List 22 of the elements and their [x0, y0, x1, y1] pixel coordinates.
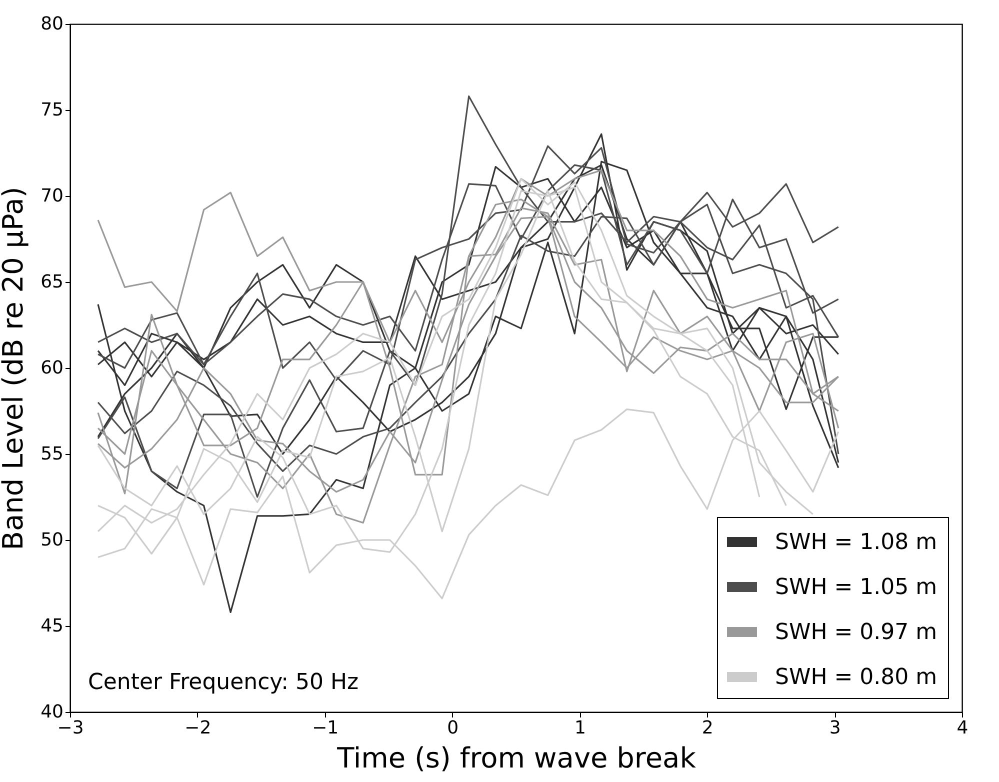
- x-tick-label: −2: [184, 718, 212, 738]
- y-tick-label: 60: [40, 358, 64, 378]
- y-tick-label: 75: [40, 100, 64, 120]
- x-axis-title: Time (s) from wave break: [336, 742, 697, 774]
- x-tick-label: 3: [829, 718, 841, 738]
- y-tick-label: 80: [40, 14, 64, 34]
- x-tick-label: 1: [574, 718, 586, 738]
- annotation: Center Frequency: 50 Hz: [88, 670, 359, 695]
- y-axis-title: Band Level (dB re 20 μPa): [0, 186, 30, 550]
- y-tick-label: 55: [40, 444, 64, 464]
- x-tick-label: 0: [447, 718, 459, 738]
- legend-label: SWH = 1.05 m: [775, 575, 938, 600]
- legend-label: SWH = 0.97 m: [775, 620, 938, 645]
- x-tick-label: 4: [956, 718, 968, 738]
- x-tick-label: −1: [312, 718, 339, 738]
- x-tick-label: 2: [702, 718, 714, 738]
- y-tick-label: 65: [40, 272, 64, 292]
- y-tick-label: 50: [40, 530, 64, 550]
- legend-label: SWH = 1.08 m: [775, 530, 938, 555]
- legend-label: SWH = 0.80 m: [775, 665, 938, 690]
- y-tick-label: 70: [40, 186, 64, 206]
- y-tick-label: 45: [40, 616, 64, 636]
